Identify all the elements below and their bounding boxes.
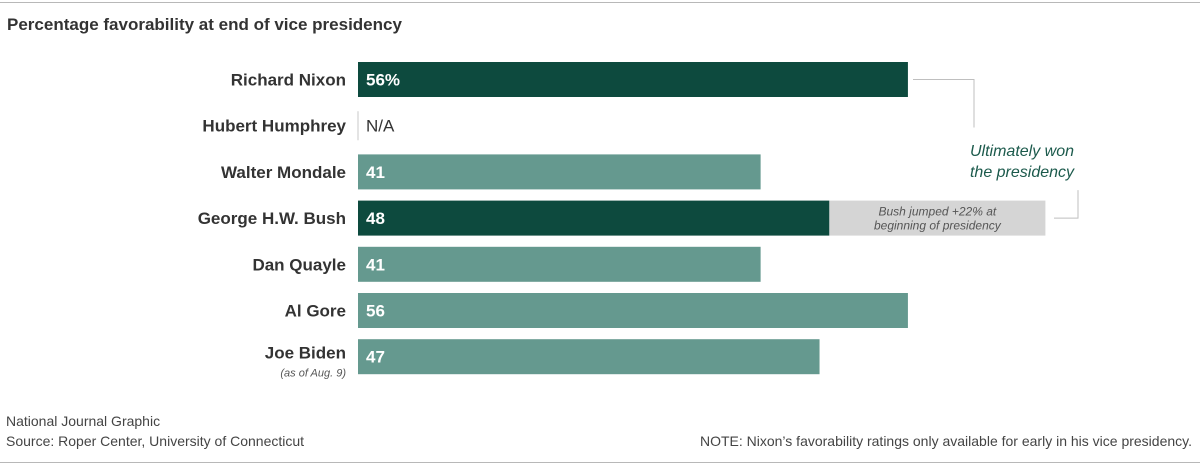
bar-george-h-w-bush bbox=[358, 200, 830, 236]
value-label-richard-nixon: 56% bbox=[366, 71, 400, 90]
category-label-richard-nixon: Richard Nixon bbox=[231, 71, 346, 90]
chart-title: Percentage favorability at end of vice p… bbox=[7, 15, 402, 34]
source-text: Source: Roper Center, University of Conn… bbox=[6, 433, 305, 449]
bar-joe-biden bbox=[358, 339, 820, 375]
won-label-line2: the presidency bbox=[970, 164, 1075, 181]
top-rule bbox=[0, 2, 1200, 3]
bar-chart: Richard Nixon 56% Hubert Humphrey N/A Walter… bbox=[198, 62, 1079, 380]
bar-al-gore bbox=[358, 293, 908, 328]
won-label-line1: Ultimately won bbox=[970, 143, 1074, 160]
won-bracket-top bbox=[913, 79, 975, 128]
bar-richard-nixon bbox=[358, 62, 908, 97]
category-label-george-h-w-bush: George H.W. Bush bbox=[198, 209, 346, 228]
category-label-walter-mondale: Walter Mondale bbox=[221, 163, 346, 182]
category-label-hubert-humphrey: Hubert Humphrey bbox=[202, 117, 346, 136]
bush-jump-bar bbox=[829, 200, 1046, 236]
won-bracket-bottom bbox=[1054, 190, 1079, 219]
value-label-al-gore: 56 bbox=[366, 302, 385, 321]
value-label-dan-quayle: 41 bbox=[366, 255, 385, 274]
category-label-al-gore: Al Gore bbox=[285, 302, 346, 321]
value-label-hubert-humphrey: N/A bbox=[366, 117, 395, 136]
bush-jump-label-line2: beginning of presidency bbox=[874, 219, 1002, 233]
value-label-walter-mondale: 41 bbox=[366, 163, 385, 182]
category-note-joe-biden: (as of Aug. 9) bbox=[280, 368, 346, 380]
credit-text: National Journal Graphic bbox=[6, 413, 161, 429]
bottom-rule bbox=[0, 462, 1200, 463]
bar-walter-mondale bbox=[358, 154, 761, 190]
value-label-george-h-w-bush: 48 bbox=[366, 209, 385, 228]
bar-dan-quayle bbox=[358, 246, 761, 282]
category-label-dan-quayle: Dan Quayle bbox=[252, 255, 346, 274]
note-text: NOTE: Nixon’s favorability ratings only … bbox=[699, 433, 1192, 449]
bush-jump-label-line1: Bush jumped +22% at bbox=[879, 205, 997, 219]
value-label-joe-biden: 47 bbox=[366, 348, 385, 367]
category-label-joe-biden: Joe Biden bbox=[265, 344, 346, 363]
